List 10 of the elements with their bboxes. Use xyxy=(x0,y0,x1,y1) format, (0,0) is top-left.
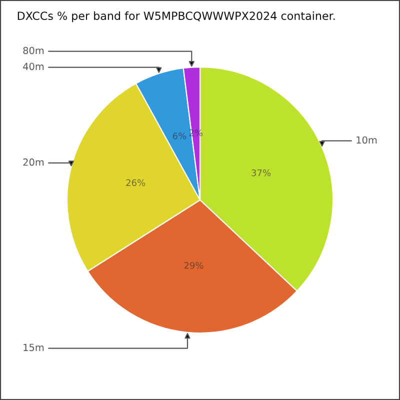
slice-label: 10m xyxy=(356,136,377,144)
slice-label: 80m xyxy=(23,46,44,54)
slice-label: 20m xyxy=(23,158,44,166)
data-label: 26% xyxy=(126,179,146,186)
data-label: 37% xyxy=(252,169,271,176)
slice-label: 15m xyxy=(24,344,44,352)
chart-title: DXCCs % per band for W5MPBCQWWWPX2024 container. xyxy=(18,11,335,22)
data-label: 6% xyxy=(172,132,186,140)
data-label: 29% xyxy=(184,262,204,269)
slice-label: 40m xyxy=(23,62,44,70)
